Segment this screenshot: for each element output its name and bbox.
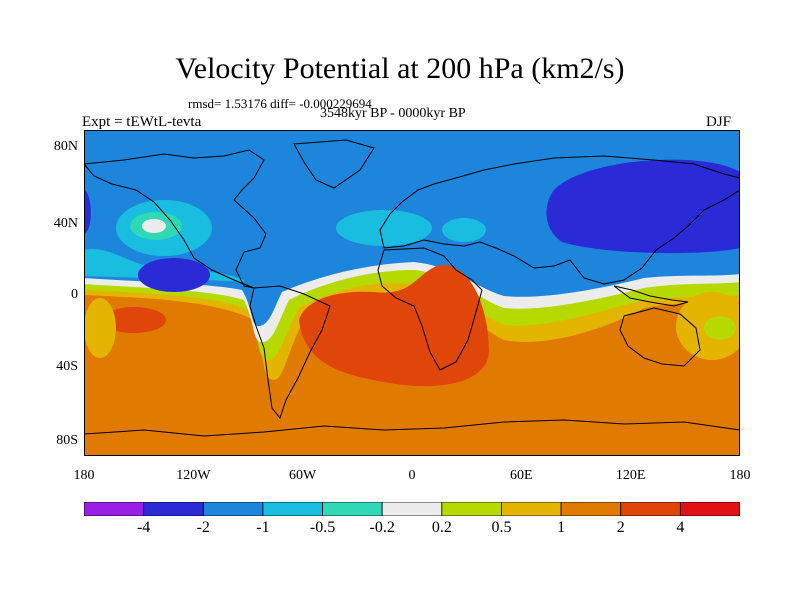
field-patch-green — [704, 316, 736, 340]
colorbar — [84, 502, 740, 516]
map-frame — [84, 130, 740, 456]
coast-north-america — [84, 149, 267, 289]
colorbar-segment — [381, 502, 443, 516]
colorbar-segment — [441, 502, 502, 516]
lon-tick-label: 60W — [289, 468, 317, 483]
colorbar-segment — [322, 502, 383, 516]
velocity-potential-map — [84, 130, 740, 456]
lon-tick-label: 180 — [73, 468, 95, 483]
lon-tick-label: 60E — [510, 468, 533, 483]
period-text: 3548kyr BP - 0000kyr BP — [320, 106, 466, 121]
lat-tick-label: 40S — [56, 359, 78, 374]
experiment-label: Expt = tEWtL-tevta — [82, 114, 202, 130]
coast-africa — [377, 247, 483, 371]
colorbar-segment — [501, 502, 562, 516]
lon-tick-label: 120W — [176, 468, 211, 483]
colorbar-label: 0.2 — [431, 519, 452, 536]
colorbar-label: 0.5 — [491, 519, 512, 536]
colorbar-segment — [679, 502, 740, 516]
lon-tick-label: 180 — [729, 468, 751, 483]
season-label: DJF — [706, 114, 732, 130]
lat-tick-label: 80S — [56, 433, 78, 448]
field-patch-cyan — [442, 218, 486, 242]
colorbar-segment — [143, 502, 204, 516]
coast-indonesia — [613, 285, 689, 307]
colorbar-segment — [262, 502, 323, 516]
field-patch-cyan — [336, 210, 432, 246]
colorbar-label: -1 — [256, 519, 270, 536]
field-patch-neutral — [142, 219, 166, 233]
colorbar-label: -0.5 — [309, 519, 336, 536]
coast-eurasia — [379, 155, 740, 285]
lon-tick-label: 120E — [615, 468, 646, 483]
colorbar-label: -4 — [136, 519, 151, 536]
field-center-strong-neg — [546, 159, 740, 254]
colorbar-label: 2 — [616, 519, 625, 536]
colorbar-segment — [202, 502, 264, 516]
field-center-strong-pos — [102, 307, 166, 333]
map-title: Velocity Potential at 200 hPa (km2/s) — [175, 52, 625, 85]
field-center-strong-neg — [84, 190, 91, 234]
colorbar-segment — [84, 502, 145, 516]
colorbar-segment — [620, 502, 681, 516]
colorbar-segment — [560, 502, 622, 516]
field-patch-yellow — [84, 298, 116, 358]
colorbar-label: -0.2 — [369, 519, 395, 536]
field-center-strong-pos — [299, 264, 489, 387]
colorbar-label: 4 — [676, 519, 685, 536]
field-center-strong-neg — [138, 258, 210, 292]
coastlines — [84, 139, 740, 437]
lat-tick-label: 80N — [53, 139, 78, 154]
coast-south-america — [249, 285, 331, 420]
coast-antarctica — [84, 419, 740, 437]
lon-tick-label: 0 — [408, 468, 416, 483]
lat-tick-label: 0 — [71, 287, 78, 302]
colorbar-label: 1 — [557, 519, 566, 536]
colorbar-label: -2 — [196, 519, 210, 536]
stats-text: rmsd= 1.53176 diff= -0.000229694 — [188, 96, 372, 111]
coast-australia — [619, 307, 701, 367]
coast-greenland — [293, 139, 375, 189]
lat-tick-label: 40N — [53, 216, 78, 231]
